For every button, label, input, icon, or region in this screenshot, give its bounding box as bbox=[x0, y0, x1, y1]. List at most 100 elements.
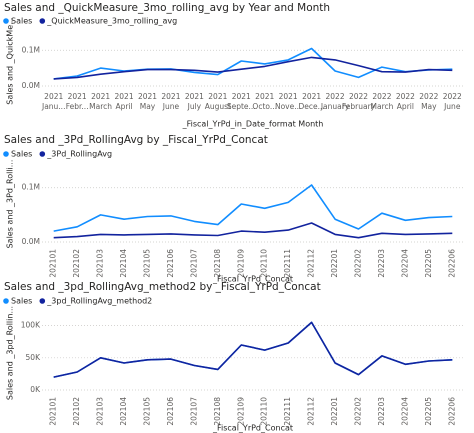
x-tick-label: April bbox=[115, 102, 132, 111]
x-axis-title: _Fiscal_YrPd_Concat bbox=[212, 424, 293, 433]
x-tick-label: 2022 bbox=[326, 92, 345, 101]
x-tick-label: 2021 bbox=[44, 92, 63, 101]
x-tick-label: 202109 bbox=[236, 397, 245, 426]
x-tick-label: 202106 bbox=[166, 397, 175, 426]
series-line bbox=[53, 321, 453, 378]
x-tick-label: 202205 bbox=[424, 397, 433, 426]
x-tick-label: 202112 bbox=[307, 397, 316, 426]
y-tick-label: 0.1M bbox=[22, 45, 40, 54]
y-tick-label: 50K bbox=[26, 353, 42, 362]
x-tick-label: 2022 bbox=[443, 92, 462, 101]
x-tick-label: 202112 bbox=[307, 249, 316, 278]
x-tick-label: 202202 bbox=[354, 249, 363, 278]
legend-label: Sales bbox=[11, 297, 32, 306]
chart-title: Sales and _QuickMeasure_3mo_rolling_avg … bbox=[4, 2, 330, 14]
x-tick-label: 202111 bbox=[283, 397, 292, 426]
x-tick-label: 202206 bbox=[447, 397, 456, 426]
x-tick-label: 202205 bbox=[424, 249, 433, 278]
x-tick-label: 2021 bbox=[279, 92, 298, 101]
x-tick-label: 2021 bbox=[255, 92, 274, 101]
x-tick-label: 202101 bbox=[49, 397, 58, 426]
x-tick-label: May bbox=[140, 102, 156, 111]
x-tick-label: 202201 bbox=[330, 397, 339, 426]
x-tick-label: 202102 bbox=[72, 397, 81, 426]
x-tick-label: 202110 bbox=[260, 249, 269, 278]
legend-marker bbox=[39, 298, 46, 304]
x-tick-label: Febr... bbox=[66, 102, 89, 111]
y-axis-title: Sales and _3pd_Rollin... bbox=[6, 306, 15, 400]
x-tick-label: Septe... bbox=[227, 102, 256, 111]
x-tick-label: 202109 bbox=[236, 249, 245, 278]
x-tick-label: July bbox=[187, 102, 202, 111]
series-line bbox=[53, 222, 453, 239]
x-tick-label: 2021 bbox=[68, 92, 87, 101]
series-line bbox=[53, 184, 453, 232]
legend-marker bbox=[39, 151, 46, 157]
x-tick-label: 202101 bbox=[49, 249, 58, 278]
x-tick-label: 202103 bbox=[96, 249, 105, 278]
x-tick-label: January bbox=[320, 102, 350, 111]
x-tick-label: 202204 bbox=[400, 397, 409, 426]
x-axis-title: _Fiscal_YrPd_in_Date_format Month bbox=[182, 120, 324, 129]
y-tick-label: 0.0M bbox=[22, 237, 40, 246]
x-tick-label: June bbox=[443, 102, 461, 111]
x-tick-label: 202102 bbox=[72, 249, 81, 278]
y-tick-label: 0K bbox=[30, 385, 41, 394]
x-tick-label: 2022 bbox=[349, 92, 368, 101]
x-tick-label: August bbox=[205, 102, 231, 111]
x-tick-label: 2022 bbox=[396, 92, 415, 101]
legend-marker bbox=[39, 18, 46, 24]
y-tick-label: 100K bbox=[21, 321, 41, 330]
x-tick-label: 202110 bbox=[260, 397, 269, 426]
x-tick-label: 202108 bbox=[213, 249, 222, 278]
x-tick-label: 202204 bbox=[400, 249, 409, 278]
x-tick-label: 202201 bbox=[330, 249, 339, 278]
x-tick-label: 2022 bbox=[372, 92, 391, 101]
series-line bbox=[53, 47, 453, 80]
x-tick-label: 2021 bbox=[161, 92, 180, 101]
x-tick-label: 2021 bbox=[115, 92, 134, 101]
x-tick-label: 202203 bbox=[377, 249, 386, 278]
x-tick-label: 2021 bbox=[302, 92, 321, 101]
x-tick-label: 202103 bbox=[96, 397, 105, 426]
legend-label: Sales bbox=[11, 150, 32, 159]
y-axis-title: Sales and _QuickMe... bbox=[6, 17, 15, 105]
x-tick-label: 202107 bbox=[189, 249, 198, 278]
legend-label: _3Pd_RollingAvg bbox=[46, 150, 112, 159]
legend-marker bbox=[3, 298, 9, 304]
x-tick-label: 2022 bbox=[419, 92, 438, 101]
x-tick-label: Nove... bbox=[275, 102, 301, 111]
series-line bbox=[53, 56, 453, 80]
x-tick-label: 202108 bbox=[213, 397, 222, 426]
y-tick-label: 0.1M bbox=[22, 183, 40, 192]
x-axis-title: _Fiscal_YrPd_Concat bbox=[212, 275, 293, 284]
x-tick-label: Dece... bbox=[298, 102, 324, 111]
series-line bbox=[53, 321, 453, 378]
x-tick-label: Octo... bbox=[252, 102, 277, 111]
x-tick-label: March bbox=[371, 102, 394, 111]
x-tick-label: 2021 bbox=[185, 92, 204, 101]
x-tick-label: 202104 bbox=[119, 249, 128, 278]
x-tick-label: 202203 bbox=[377, 397, 386, 426]
legend-label: _QuickMeasure_3mo_rolling_avg bbox=[46, 17, 177, 26]
legend-label: Sales bbox=[11, 17, 32, 26]
x-tick-label: 2021 bbox=[232, 92, 251, 101]
x-tick-label: 2021 bbox=[138, 92, 157, 101]
x-tick-label: 202206 bbox=[447, 249, 456, 278]
y-axis-title: Sales and _3Pd_Rolli... bbox=[6, 160, 15, 249]
x-tick-label: 2021 bbox=[208, 92, 227, 101]
x-tick-label: February bbox=[342, 102, 376, 111]
legend-marker bbox=[3, 18, 9, 24]
legend-marker bbox=[3, 151, 9, 157]
chart-title: Sales and _3pd_RollingAvg_method2 by _Fi… bbox=[4, 281, 321, 293]
x-tick-label: 202105 bbox=[143, 397, 152, 426]
x-tick-label: 202202 bbox=[354, 397, 363, 426]
legend-label: _3pd_RollingAvg_method2 bbox=[46, 297, 152, 306]
x-tick-label: 202106 bbox=[166, 249, 175, 278]
x-tick-label: 202104 bbox=[119, 397, 128, 426]
chart-title: Sales and _3Pd_RollingAvg by _Fiscal_YrP… bbox=[4, 134, 268, 146]
x-tick-label: April bbox=[397, 102, 414, 111]
x-tick-label: Janu... bbox=[41, 102, 65, 111]
x-tick-label: March bbox=[89, 102, 112, 111]
